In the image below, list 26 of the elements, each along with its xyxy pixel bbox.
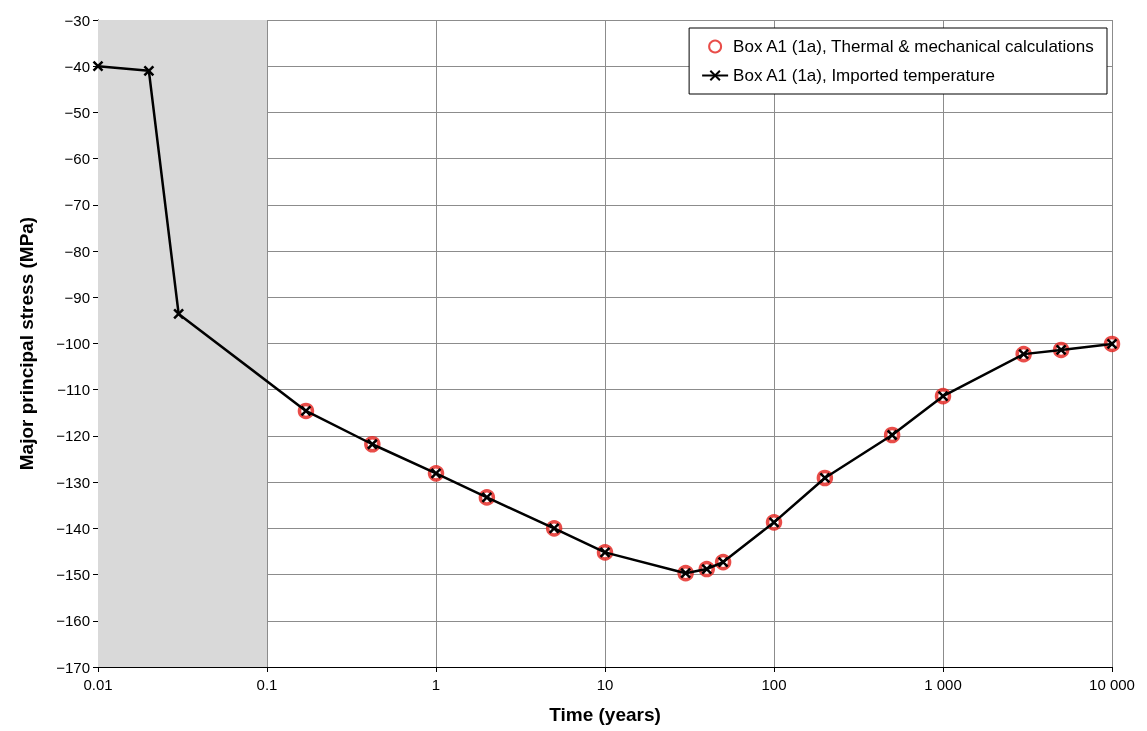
y-tick-label: −40: [64, 57, 90, 75]
y-tick-label: −30: [64, 11, 90, 29]
x-tick-label: 100: [761, 676, 787, 693]
x-tick-label: 10 000: [1089, 676, 1135, 693]
y-tick-label: −100: [56, 335, 90, 352]
y-tick-label: −90: [64, 288, 90, 306]
legend-label: Box A1 (1a), Imported temperature: [733, 66, 995, 85]
x-tick-label: 1: [431, 676, 441, 693]
y-tick-label: −110: [57, 381, 90, 399]
legend-label: Box A1 (1a), Thermal & mechanical calculations: [733, 37, 1094, 56]
y-tick-label: −170: [56, 658, 90, 676]
x-tick-label: 1 000: [924, 676, 962, 693]
y-tick-label: −80: [64, 242, 90, 260]
y-tick-label: −50: [64, 103, 90, 121]
y-tick-label: −140: [56, 519, 90, 537]
y-tick-label: −150: [56, 566, 90, 584]
x-axis-title: Time (years): [549, 704, 661, 725]
x-tick-label: 0.01: [83, 676, 113, 693]
y-tick-label: −70: [64, 196, 90, 214]
y-axis-title: Major principal stress (MPa): [16, 216, 37, 471]
y-tick-label: −60: [64, 150, 90, 168]
y-tick-label: −160: [56, 612, 90, 630]
y-tick-label: −120: [56, 427, 90, 445]
x-tick-label: 0.1: [256, 676, 278, 693]
x-tick-label: 10: [596, 676, 614, 693]
y-tick-label: −130: [56, 473, 90, 491]
